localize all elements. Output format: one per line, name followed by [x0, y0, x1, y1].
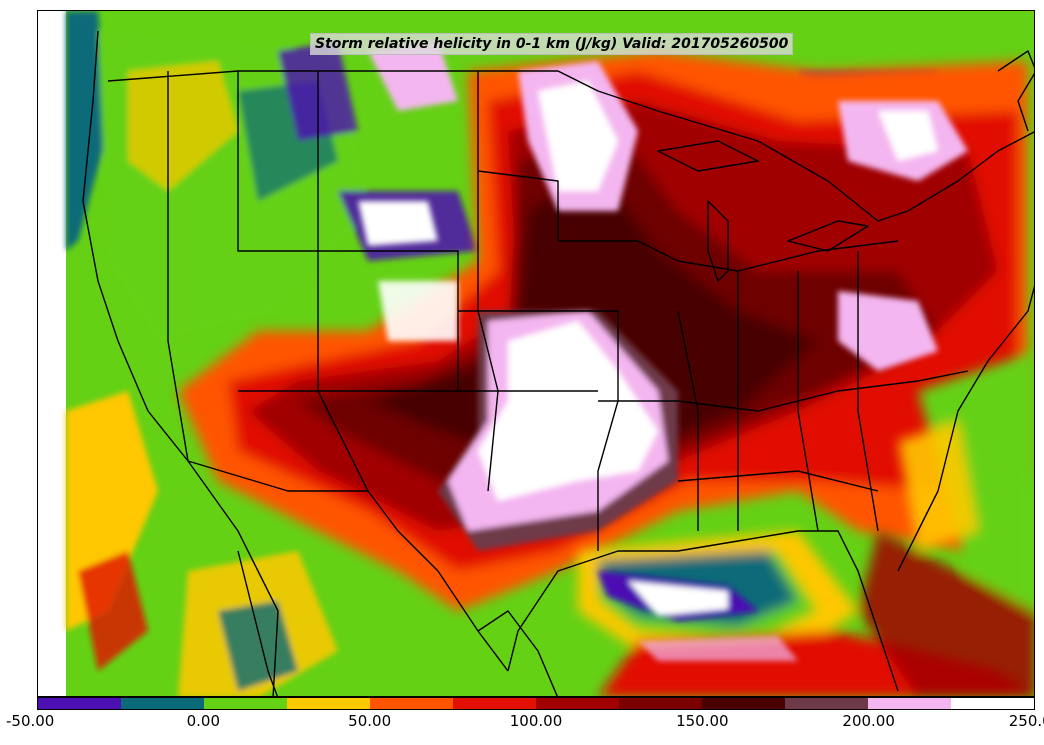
colorbar-segment — [868, 698, 951, 709]
gulf-coast-mexico — [477, 610, 558, 696]
atlantic-yellow — [898, 421, 978, 551]
hudson-coast — [997, 50, 1034, 132]
colorbar — [37, 697, 1035, 710]
colorbar-segment — [370, 698, 453, 709]
northwest-yellow — [128, 61, 238, 191]
utah-white — [378, 281, 458, 341]
west-teal-band — [66, 11, 108, 251]
great-lake-erie — [787, 220, 869, 252]
northeast-white — [878, 111, 938, 161]
mexico-teal — [218, 601, 298, 691]
state-line-11 — [597, 400, 619, 551]
great-lake-michigan — [707, 200, 729, 282]
dakota-white — [368, 41, 458, 111]
appalachian-pink — [838, 291, 938, 371]
atlantic-green — [918, 351, 1034, 610]
colorbar-tick-label: 0.00 — [186, 712, 221, 730]
baja-coastline — [237, 550, 279, 696]
state-line-15 — [857, 251, 879, 532]
colorbar-segment — [287, 698, 370, 709]
colorbar-tick-label: 150.00 — [676, 712, 729, 730]
north-plains-white — [538, 81, 618, 191]
colorbar-segment — [204, 698, 287, 709]
helicity-field-map — [66, 11, 1034, 696]
colorbar-tick-label: 50.00 — [348, 712, 392, 730]
helicity-shading — [66, 11, 1034, 696]
colorbar-segment — [536, 698, 619, 709]
gulf-tail-pink — [638, 636, 798, 661]
state-line-4 — [318, 250, 459, 391]
state-line-1 — [167, 71, 189, 462]
colorbar-segment — [702, 698, 785, 709]
atlantic-coastline — [897, 285, 1034, 572]
state-line-12 — [677, 310, 699, 531]
state-line-16 — [677, 470, 879, 492]
colorbar-segment — [619, 698, 702, 709]
colorbar-segment — [38, 698, 121, 709]
colorbar-tick-label: 250.00 — [1008, 712, 1044, 730]
west-coastline — [82, 30, 279, 696]
great-lake-superior — [657, 140, 759, 172]
colorbar-segment — [453, 698, 536, 709]
colorbar-tick-label: -50.00 — [6, 712, 55, 730]
colorbar-segment — [121, 698, 204, 709]
boundary-lines — [82, 30, 1034, 696]
southwest-orange — [78, 551, 148, 671]
gulf-coastline — [507, 530, 899, 692]
colorbar-tick-label: 200.00 — [842, 712, 895, 730]
state-line-6 — [477, 170, 559, 241]
gulf-white-eddy — [628, 581, 728, 616]
colorbar-tick-label: 100.00 — [509, 712, 563, 730]
wyoming-white — [358, 201, 438, 246]
state-line-5 — [477, 71, 499, 492]
colorbar-segment — [951, 698, 1034, 709]
map-title-box: Storm relative helicity in 0-1 km (J/kg)… — [310, 33, 794, 55]
southeast-darkred — [858, 531, 1034, 696]
state-line-8 — [458, 310, 619, 401]
plains-white-core — [478, 321, 658, 501]
map-title: Storm relative helicity in 0-1 km (J/kg)… — [315, 36, 789, 52]
colorbar-segment — [785, 698, 868, 709]
state-line-14 — [797, 271, 819, 532]
state-line-2 — [237, 71, 318, 252]
map-plot-area: Storm relative helicity in 0-1 km (J/kg)… — [37, 10, 1035, 697]
